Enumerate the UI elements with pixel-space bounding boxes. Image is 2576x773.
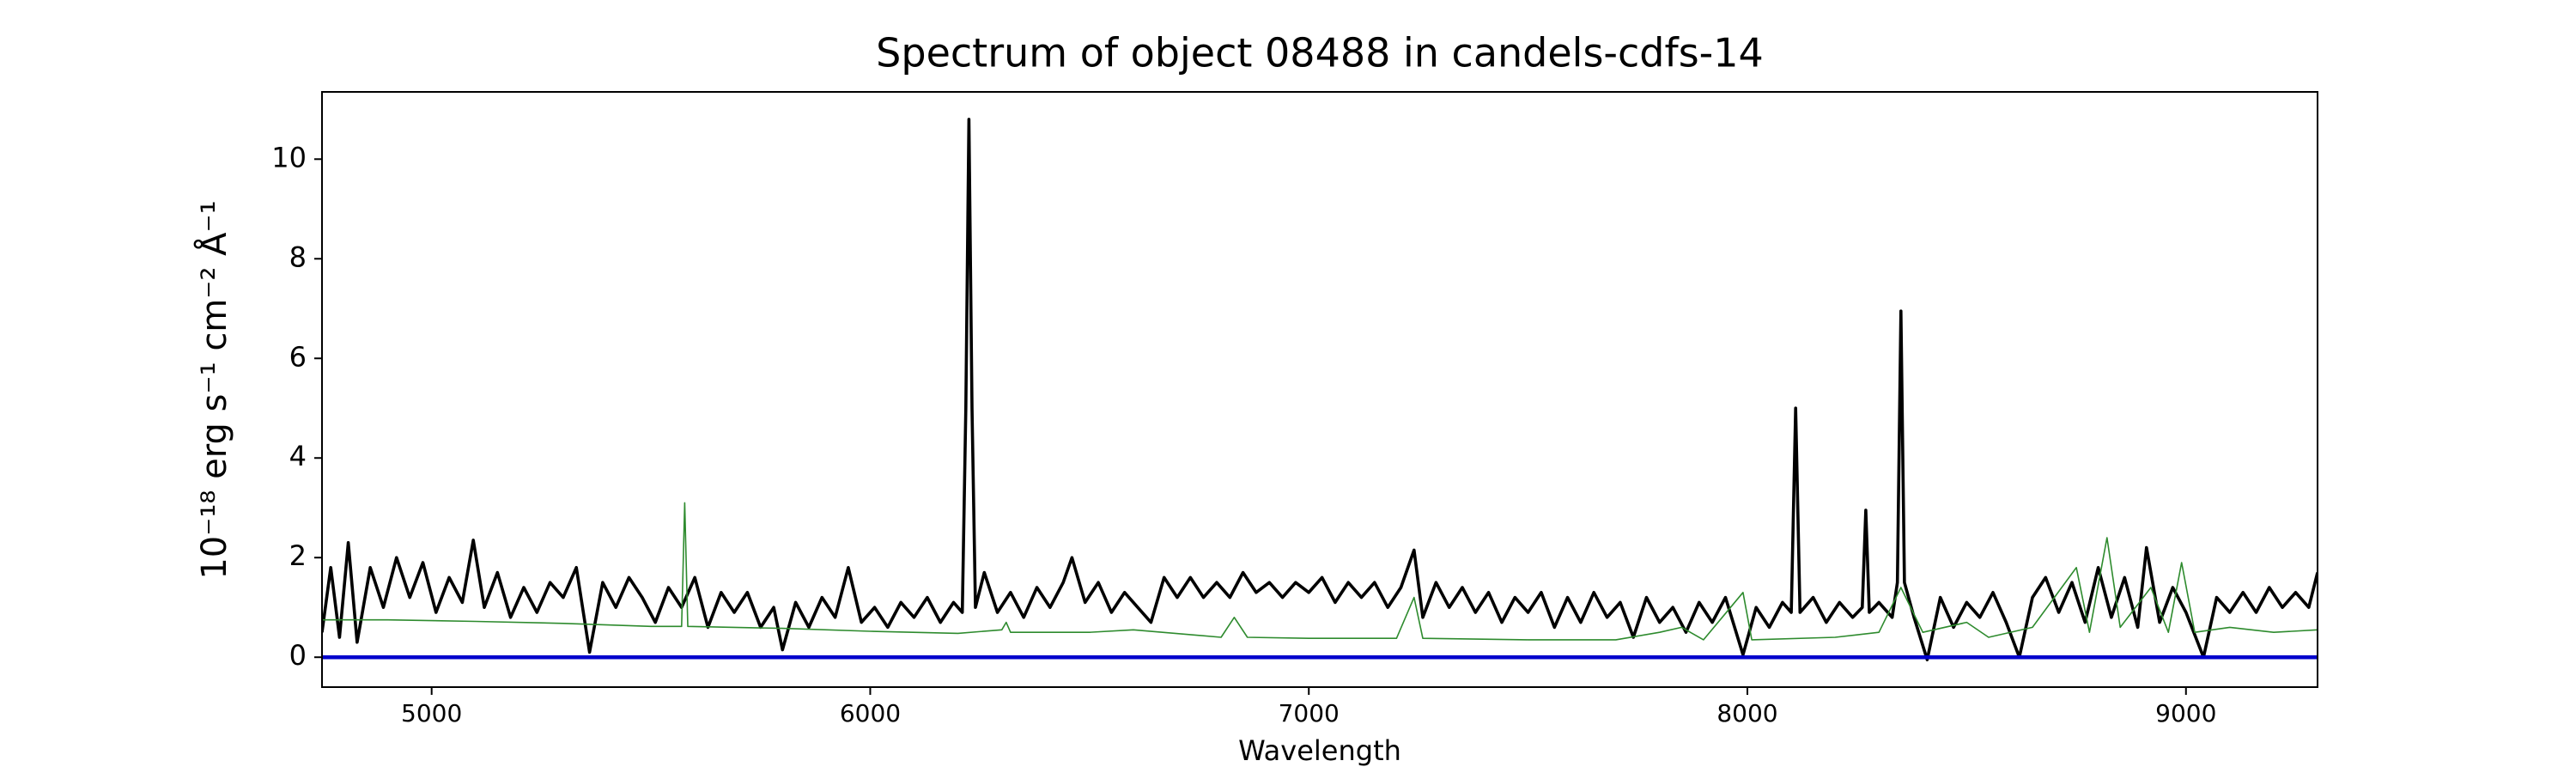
plot-frame: [321, 91, 2318, 688]
y-tick-label: 0: [289, 639, 307, 672]
y-tick-label: 4: [289, 440, 307, 472]
x-tick-label: 7000: [1279, 699, 1340, 727]
y-tick-label: 6: [289, 340, 307, 373]
x-tick-label: 5000: [401, 699, 462, 727]
x-tick-label: 9000: [2155, 699, 2216, 727]
spectrum-line: [322, 118, 2318, 661]
chart-title: Spectrum of object 08488 in candels-cdfs…: [876, 30, 1764, 76]
y-axis-label: 10⁻¹⁸ erg s⁻¹ cm⁻² Å⁻¹: [193, 200, 234, 579]
y-tick-label: 8: [289, 240, 307, 273]
y-tick-label: 2: [289, 539, 307, 572]
spectrum-line: [322, 502, 2318, 641]
x-tick-label: 8000: [1716, 699, 1777, 727]
y-tick-label: 10: [271, 141, 307, 173]
x-tick-label: 6000: [840, 699, 901, 727]
x-axis-label: Wavelength: [1238, 734, 1401, 767]
